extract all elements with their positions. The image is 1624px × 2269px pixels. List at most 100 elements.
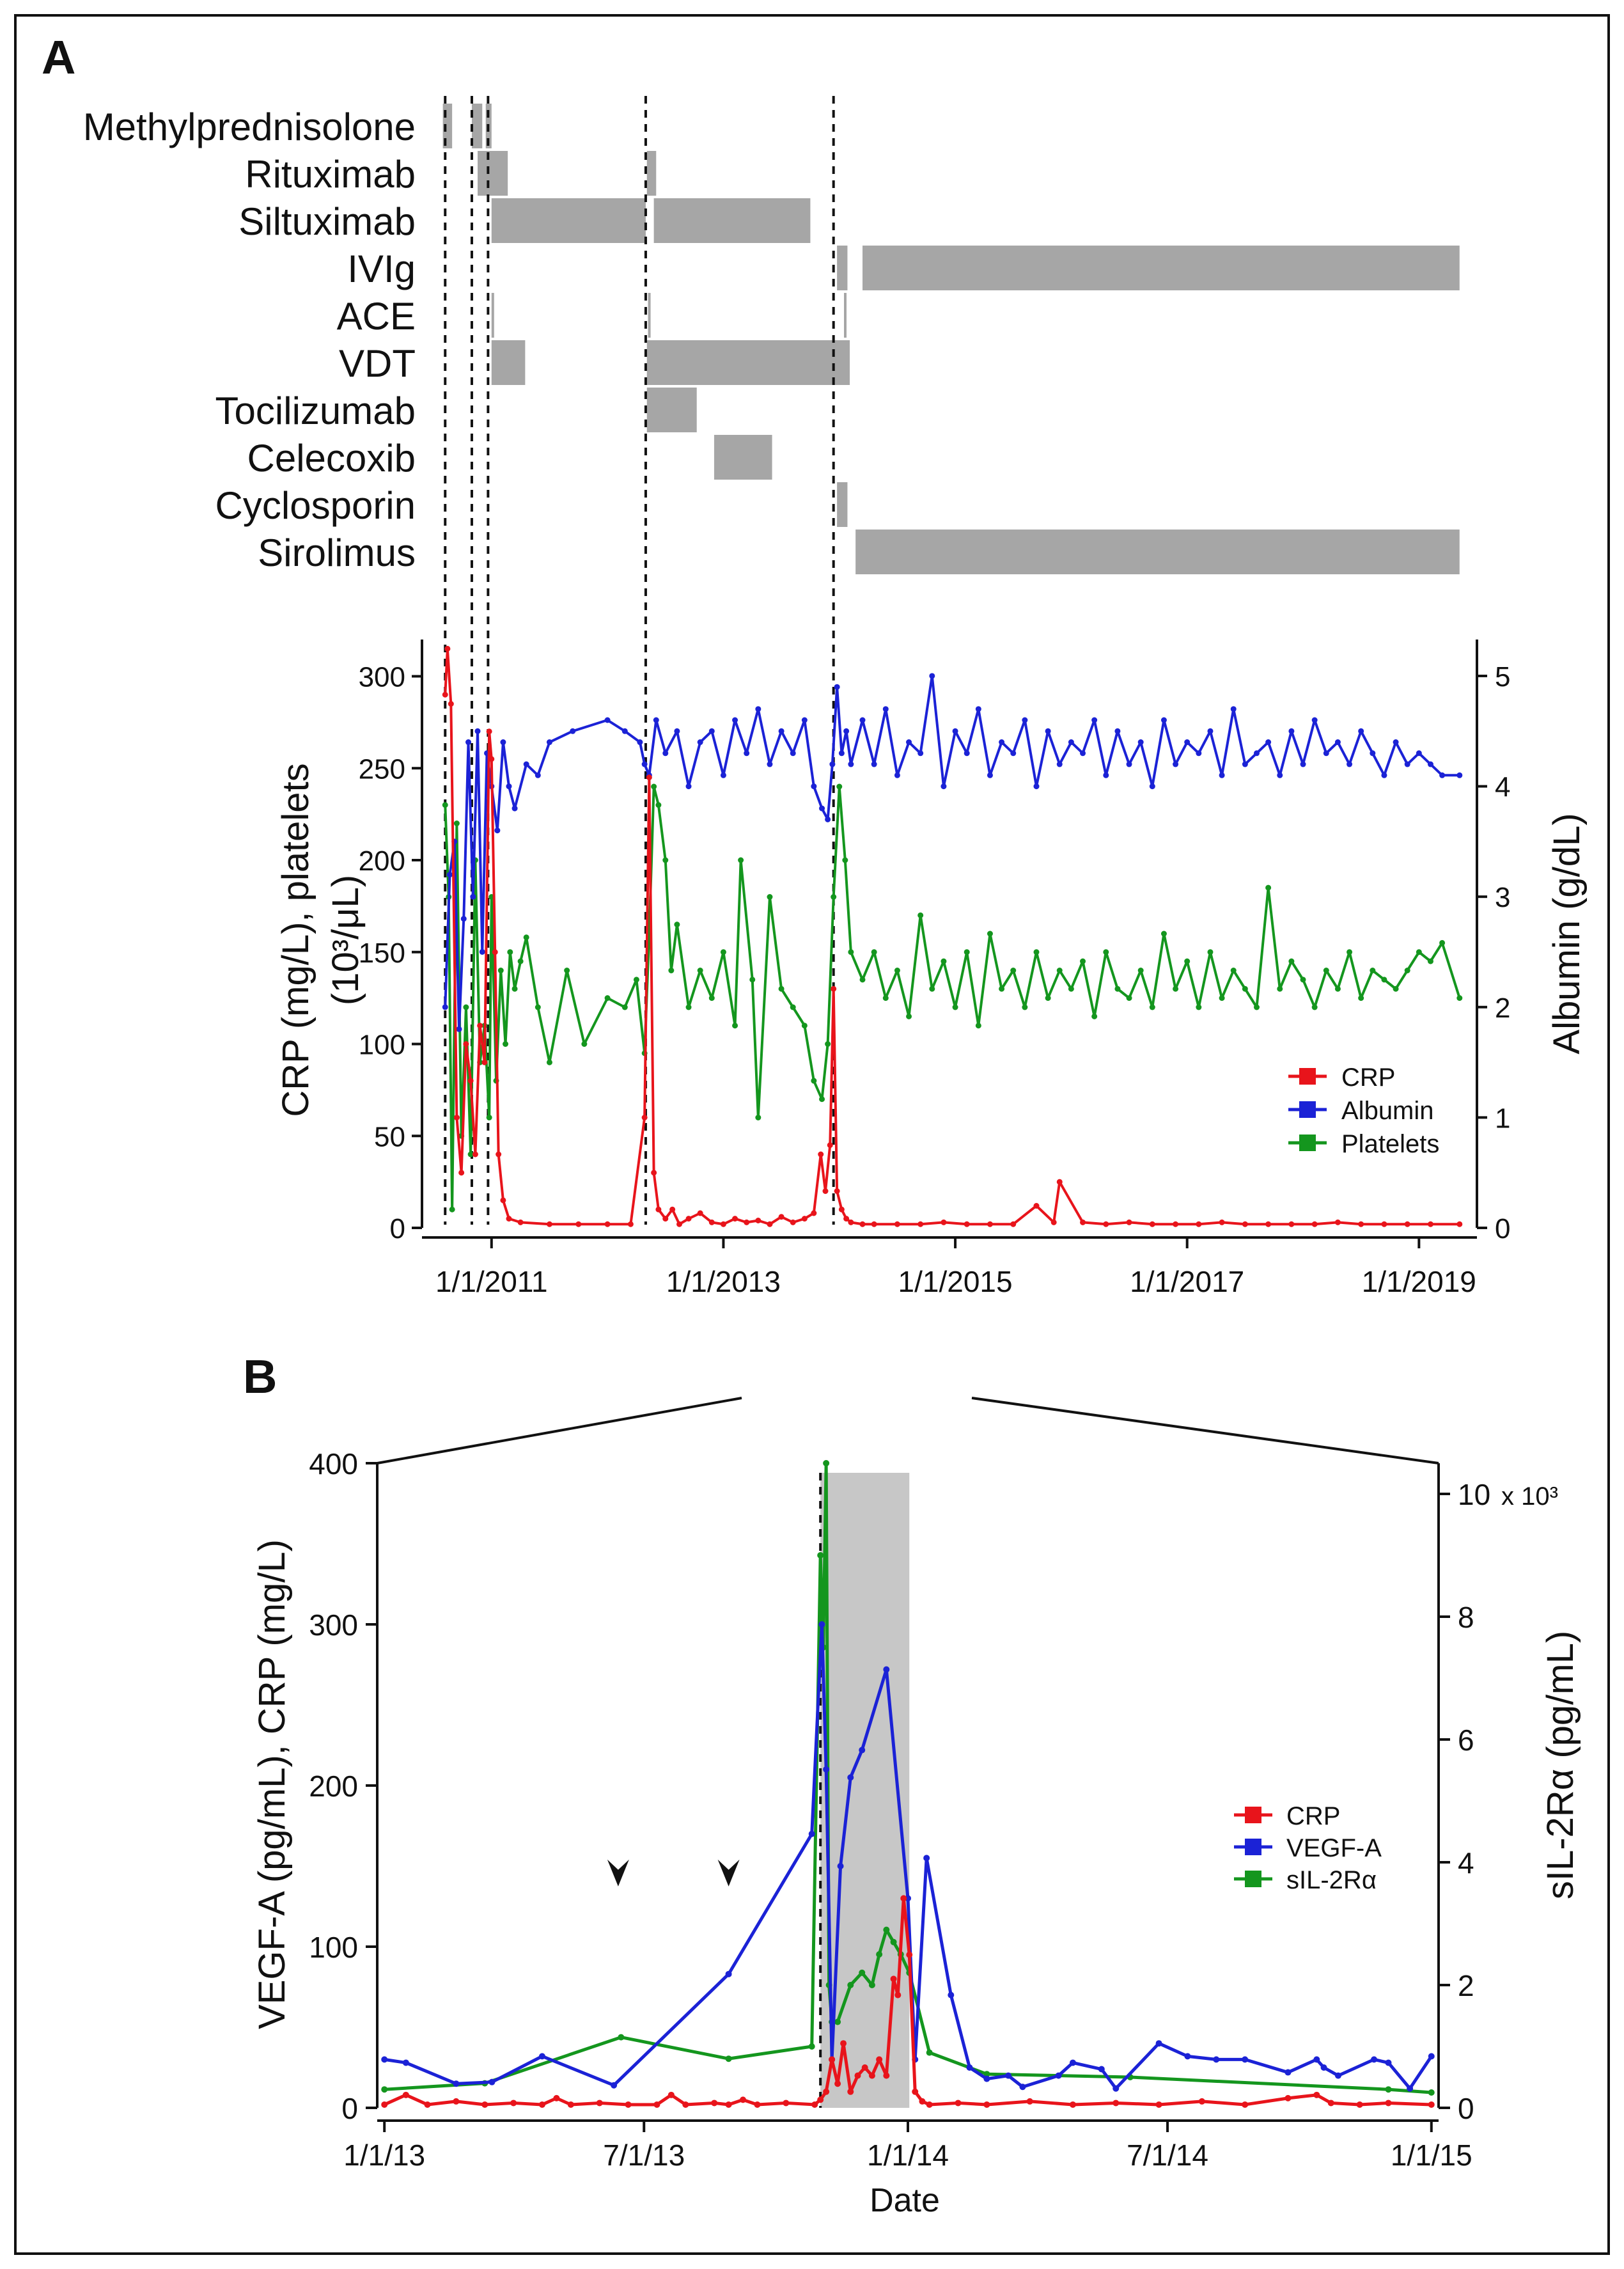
data-point-crp	[486, 728, 492, 735]
data-point-albumin	[1334, 739, 1341, 746]
data-point-crp	[822, 1188, 829, 1194]
legend-marker	[1299, 1101, 1316, 1118]
data-point-albumin	[859, 717, 866, 723]
treatment-bar-ivig	[837, 246, 848, 290]
treatment-bar-methylprednisolone	[471, 104, 483, 148]
data-point-vegf-a	[453, 2080, 460, 2087]
data-point-albumin	[1010, 750, 1017, 757]
data-point-albumin	[685, 783, 692, 790]
data-point-albumin	[1091, 717, 1098, 723]
data-point-platelets	[662, 857, 669, 863]
data-point-platelets	[1091, 1013, 1098, 1019]
data-point-vegf-a	[1019, 2084, 1026, 2091]
data-point-crp	[840, 2040, 847, 2047]
data-point-crp	[463, 1041, 469, 1047]
data-point-crp	[669, 1206, 676, 1213]
data-point-sil-2r-	[890, 1938, 897, 1945]
data-point-platelets	[1347, 949, 1353, 955]
data-point-platelets	[633, 977, 639, 983]
data-point-albumin	[1265, 739, 1272, 746]
data-point-albumin	[1358, 728, 1364, 734]
data-point-albumin	[744, 750, 750, 757]
data-point-crp	[778, 1214, 785, 1220]
treatment-bar-ace	[844, 293, 847, 338]
data-point-albumin	[1022, 717, 1028, 723]
treatment-bar-celecoxib	[714, 435, 772, 480]
data-point-crp	[1242, 2101, 1249, 2108]
data-point-sil-2r-	[876, 1951, 883, 1958]
y2-tick-label: 0	[1458, 2092, 1474, 2125]
data-point-platelets	[655, 802, 662, 808]
data-point-platelets	[1242, 985, 1248, 992]
data-point-platelets	[685, 1004, 692, 1010]
data-point-albumin	[838, 750, 845, 757]
series-line-crp	[384, 1896, 1432, 2107]
data-point-crp	[883, 2072, 890, 2079]
data-point-crp	[831, 985, 837, 992]
data-point-crp	[506, 1216, 512, 1222]
y-tick-label: 400	[309, 1447, 358, 1480]
data-point-albumin	[1196, 750, 1202, 757]
data-point-crp	[1311, 1221, 1318, 1227]
data-point-vegf-a	[823, 1766, 830, 1773]
data-point-platelets	[442, 802, 448, 808]
data-point-sil-2r-	[926, 2049, 933, 2056]
data-point-vegf-a	[948, 1991, 955, 1998]
data-point-crp	[1126, 1219, 1132, 1225]
data-point-platelets	[708, 995, 715, 1001]
data-point-platelets	[1456, 995, 1463, 1001]
data-point-platelets	[1137, 968, 1144, 973]
legend-marker	[1299, 1134, 1316, 1151]
data-point-crp	[755, 1218, 761, 1223]
data-point-crp	[720, 1221, 726, 1227]
data-point-crp	[1334, 1219, 1341, 1225]
data-point-crp	[604, 1221, 611, 1227]
data-point-crp	[818, 1151, 824, 1158]
data-point-crp	[697, 1210, 703, 1216]
data-point-crp	[517, 1219, 524, 1225]
data-point-platelets	[825, 1041, 831, 1047]
data-point-platelets	[453, 820, 460, 826]
data-point-crp	[859, 1221, 866, 1227]
data-point-crp	[744, 1219, 750, 1225]
legend-marker	[1245, 1807, 1261, 1823]
data-point-crp	[1149, 1221, 1155, 1227]
data-point-albumin	[767, 761, 773, 767]
y-tick-label: 0	[390, 1213, 405, 1244]
data-point-albumin	[662, 750, 669, 757]
data-point-crp	[1327, 2100, 1334, 2107]
data-point-albumin	[637, 739, 643, 746]
data-point-crp	[481, 2101, 488, 2108]
data-point-albumin	[621, 728, 628, 734]
data-point-crp	[1219, 1219, 1225, 1225]
data-point-albumin	[479, 948, 485, 955]
data-point-crp	[838, 1206, 845, 1213]
zoom-connector-left	[377, 1397, 742, 1464]
x-tick-label: 7/1/14	[1127, 2139, 1208, 2172]
data-point-albumin	[952, 728, 958, 734]
data-point-albumin	[1149, 783, 1155, 790]
data-point-crp	[668, 2091, 675, 2098]
data-point-platelets	[738, 857, 744, 863]
data-point-crp	[500, 1197, 506, 1204]
y-tick-label: 300	[359, 662, 405, 693]
data-point-crp	[1265, 1221, 1272, 1227]
data-point-platelets	[1358, 995, 1364, 1001]
data-point-albumin	[1137, 739, 1144, 746]
data-point-vegf-a	[488, 2078, 496, 2085]
data-point-sil-2r-	[725, 2055, 732, 2062]
y-tick-label: 200	[359, 845, 405, 877]
treatment-label-methylprednisolone: Methylprednisolone	[83, 106, 416, 148]
data-point-crp	[453, 2098, 460, 2105]
data-point-platelets	[1068, 985, 1074, 992]
treatment-label-ace: ACE	[337, 295, 416, 338]
data-point-albumin	[1456, 772, 1463, 778]
data-point-sil-2r-	[868, 1982, 875, 1988]
data-point-albumin	[1323, 750, 1329, 757]
data-point-vegf-a	[725, 1970, 732, 1977]
data-point-crp	[553, 2094, 560, 2101]
data-point-crp	[488, 756, 495, 762]
data-point-albumin	[1347, 761, 1353, 767]
panel-label-b: B	[243, 1350, 277, 1403]
data-point-crp	[1196, 1221, 1202, 1227]
